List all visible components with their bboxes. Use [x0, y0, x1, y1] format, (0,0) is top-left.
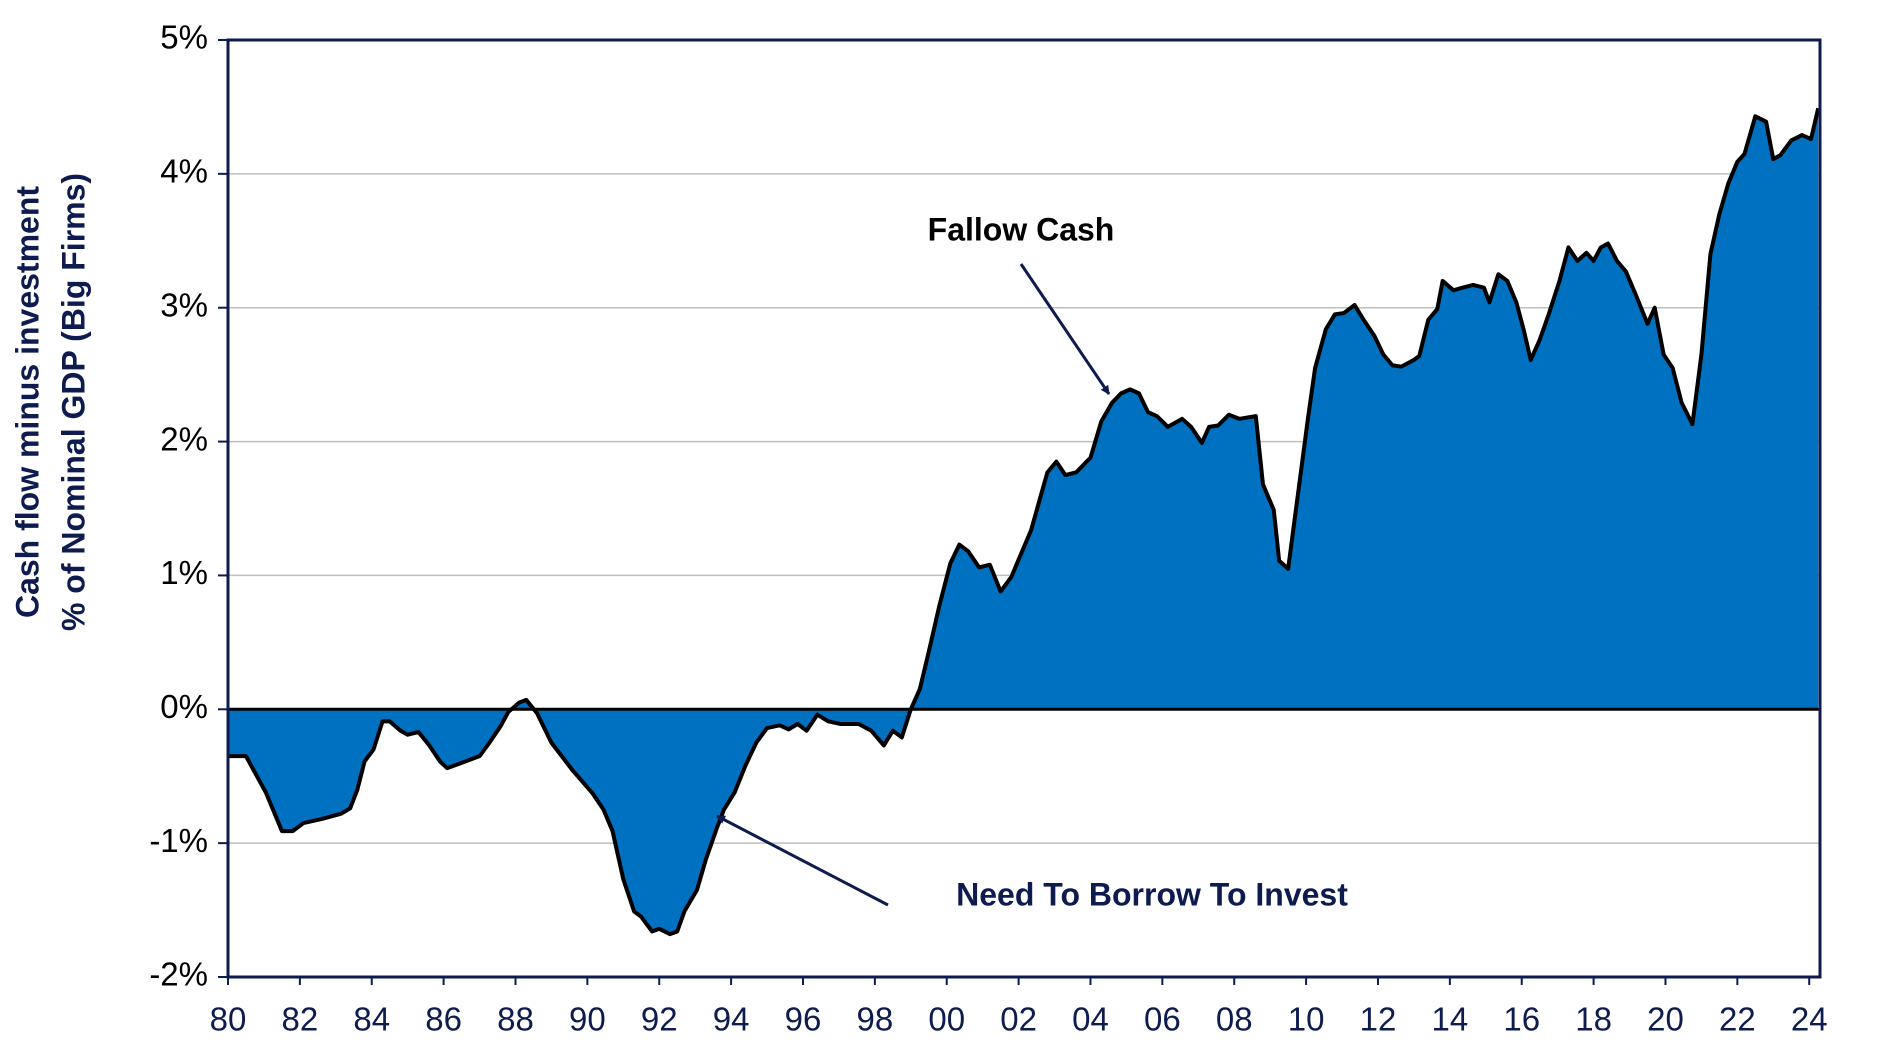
y-tick-label: 5% [160, 19, 208, 56]
x-tick-label: 24 [1791, 1001, 1828, 1038]
x-tick-label: 84 [353, 1001, 390, 1038]
x-tick-label: 02 [1000, 1001, 1037, 1038]
annotation: Fallow Cash [928, 211, 1115, 247]
plot-area: -2% -1% 0% 1% 2% 3% 4% 5% 80 82 84 86 88 90 92 94 96 98 00… [149, 19, 1827, 1038]
y-tick-label: 3% [160, 286, 208, 323]
y-axis-label: % of Nominal GDP (Big Firms) [55, 173, 91, 631]
x-tick-label: 18 [1575, 1001, 1612, 1038]
x-tick-label: 96 [785, 1001, 822, 1038]
x-tick-label: 10 [1288, 1001, 1325, 1038]
y-tick-label: -2% [149, 956, 208, 993]
x-tick-label: 22 [1719, 1001, 1756, 1038]
plot-border [226, 38, 1822, 979]
x-tick-label: 06 [1144, 1001, 1181, 1038]
x-tick-label: 16 [1503, 1001, 1540, 1038]
line [228, 107, 1821, 937]
x-tick-label: 20 [1647, 1001, 1684, 1038]
x-tick-label: 90 [569, 1001, 606, 1038]
x-tick-label: 80 [210, 1001, 247, 1038]
annotation: Need To Borrow To Invest [956, 876, 1348, 912]
y-axis-label: Cash flow minus investment [9, 186, 45, 618]
x-tick-label: 14 [1431, 1001, 1468, 1038]
x-tick-label: 00 [928, 1001, 965, 1038]
x-tick-label: 04 [1072, 1001, 1109, 1038]
x-tick-label: 98 [857, 1001, 894, 1038]
y-tick-label: 4% [160, 153, 208, 190]
x-tick-label: 86 [425, 1001, 462, 1038]
y-tick-label: -1% [149, 822, 208, 859]
x-tick-label: 94 [713, 1001, 750, 1038]
x-tick-label: 08 [1216, 1001, 1253, 1038]
x-tick-label: 82 [282, 1001, 319, 1038]
annotation-arrow [1019, 263, 1111, 395]
y-tick-label: 1% [160, 554, 208, 591]
x-tick-label: 92 [641, 1001, 678, 1038]
x-tick-label: 88 [497, 1001, 534, 1038]
area [228, 108, 1819, 935]
y-tick-label: 2% [160, 420, 208, 457]
annotation-arrow [716, 814, 889, 907]
x-tick-label: 12 [1360, 1001, 1397, 1038]
y-tick-label: 0% [160, 688, 208, 725]
